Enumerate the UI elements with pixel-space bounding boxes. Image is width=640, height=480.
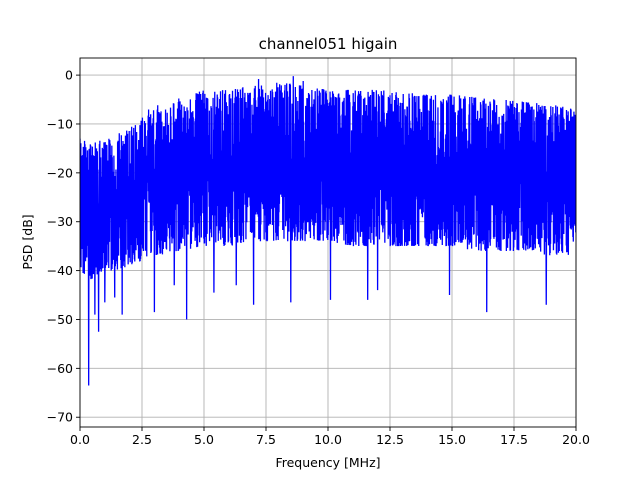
y-tick-label: −20 (47, 165, 73, 180)
x-tick-label: 15.0 (438, 432, 466, 447)
x-tick-label: 2.5 (132, 432, 152, 447)
x-tick-label: 12.5 (376, 432, 404, 447)
x-tick-label: 0.0 (70, 432, 90, 447)
x-tick-label: 7.5 (256, 432, 276, 447)
y-tick-label: −50 (47, 312, 73, 327)
x-axis: 0.0 2.5 5.0 7.5 10.0 12.5 15.0 17.5 20.0 (70, 427, 590, 447)
series-group (80, 76, 576, 386)
x-tick-label: 20.0 (562, 432, 590, 447)
y-axis-title: PSD [dB] (20, 214, 35, 269)
y-tick-label: −10 (47, 116, 73, 131)
x-axis-title: Frequency [MHz] (275, 455, 380, 470)
y-tick-label: −40 (47, 263, 73, 278)
y-tick-label: −70 (47, 410, 73, 425)
psd-series-line (80, 76, 576, 386)
x-tick-label: 10.0 (314, 432, 342, 447)
y-axis: 0 −10 −20 −30 −40 −50 −60 −70 (47, 68, 80, 425)
y-tick-label: −60 (47, 361, 73, 376)
y-tick-label: −30 (47, 214, 73, 229)
chart-title: channel051 higain (259, 35, 398, 53)
x-tick-label: 5.0 (194, 432, 214, 447)
x-tick-label: 17.5 (500, 432, 528, 447)
y-tick-label: 0 (65, 68, 73, 83)
